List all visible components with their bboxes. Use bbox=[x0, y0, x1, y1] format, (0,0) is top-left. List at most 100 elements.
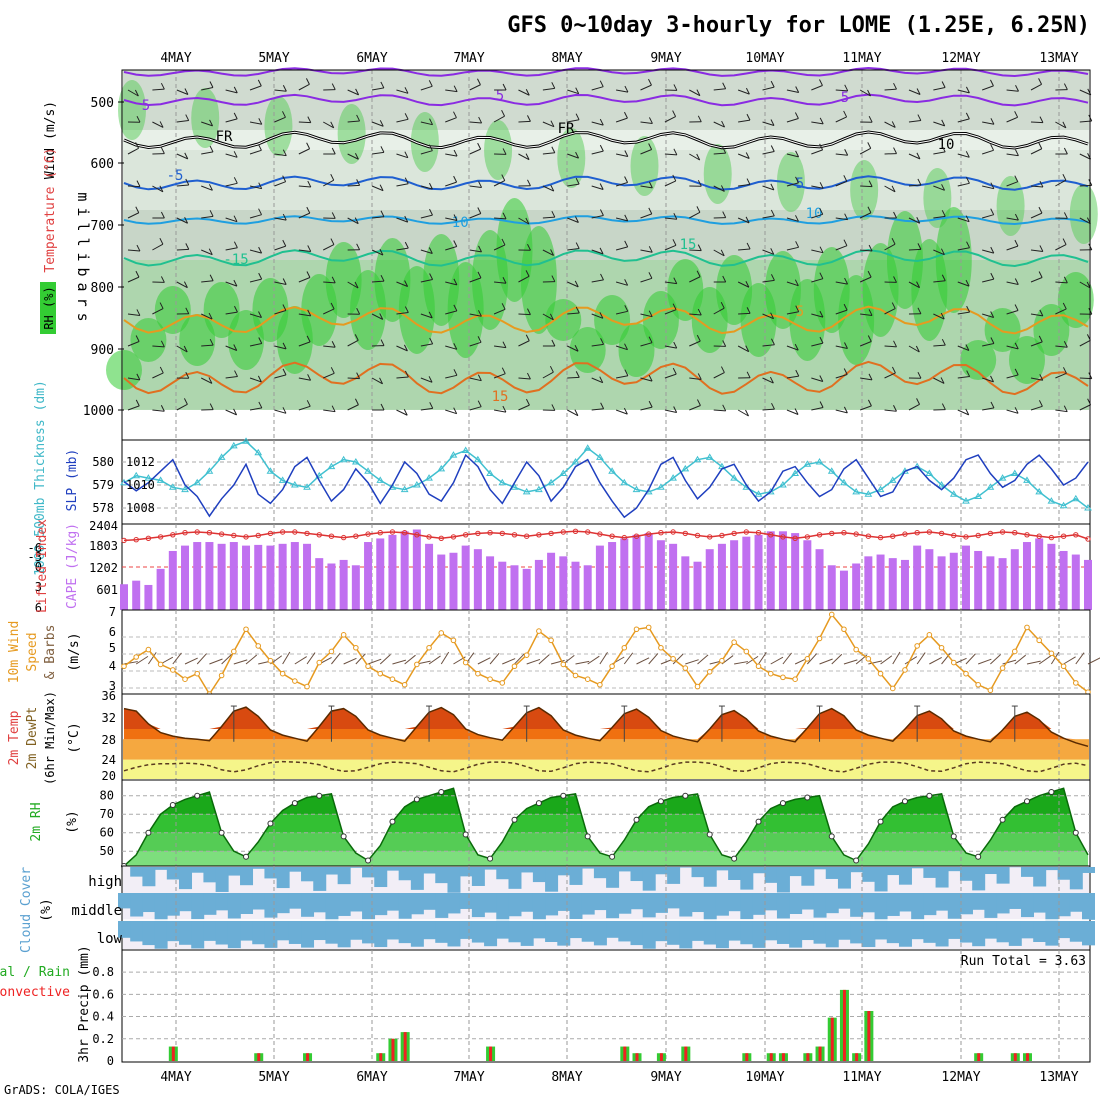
wind-barb bbox=[445, 374, 458, 379]
wind-barb-feather bbox=[917, 178, 922, 186]
wind-speed-point bbox=[914, 643, 920, 649]
rh-point bbox=[194, 792, 201, 799]
cloud-high-bar bbox=[179, 867, 193, 890]
wind-barb-feather bbox=[673, 406, 678, 413]
rh-cell bbox=[1069, 184, 1098, 244]
wind-barb-feather bbox=[941, 81, 946, 88]
wind-barb-feather bbox=[208, 312, 213, 320]
cape-bar bbox=[998, 558, 1007, 610]
li-tick-label: 3 bbox=[35, 580, 42, 594]
rh-point bbox=[584, 833, 591, 840]
wind-barb-feather bbox=[501, 238, 506, 246]
cloud-low-bar bbox=[764, 921, 778, 941]
wind10-barb bbox=[1075, 652, 1085, 665]
cloud-high-bar bbox=[386, 867, 400, 871]
precip-convective-bar bbox=[379, 1053, 383, 1061]
date-label-bottom: 8MAY bbox=[551, 1070, 582, 1085]
wind-barb bbox=[1006, 181, 1018, 187]
wind-barb bbox=[323, 372, 335, 379]
wind-barb bbox=[1006, 409, 1019, 414]
wind-barb-feather bbox=[745, 87, 750, 95]
wind10-barb bbox=[477, 657, 491, 665]
cloud-high-bar bbox=[630, 867, 644, 882]
wind-barb bbox=[908, 248, 921, 251]
li-point bbox=[707, 534, 713, 540]
cloud-middle-bar bbox=[423, 893, 437, 910]
wind-barb-feather bbox=[330, 121, 335, 129]
wind-tick-label: 7 bbox=[109, 605, 116, 619]
wind-barb-feather bbox=[574, 280, 579, 288]
wind-barb-feather bbox=[624, 85, 629, 93]
wind-barb bbox=[1079, 89, 1091, 96]
wind-barb-feather bbox=[354, 153, 359, 160]
wind-barb bbox=[664, 180, 676, 187]
wind-barb-feather bbox=[258, 208, 263, 215]
wind-barb bbox=[615, 246, 628, 251]
thickness-point bbox=[815, 458, 824, 465]
li-point bbox=[279, 529, 286, 535]
wind-barb-feather bbox=[428, 311, 433, 319]
temp-contour-15 bbox=[123, 360, 1089, 396]
wind-barb bbox=[786, 182, 799, 187]
wind-barb bbox=[615, 281, 628, 286]
wind-barb bbox=[322, 121, 334, 129]
wind-barb-feather bbox=[549, 365, 554, 373]
rh-point bbox=[1048, 789, 1055, 795]
wind-barb-feather bbox=[234, 305, 238, 313]
thickness-point bbox=[937, 481, 946, 488]
cloud-low-bar bbox=[606, 921, 620, 938]
cloud-low-bar bbox=[996, 921, 1010, 943]
cloud-low-bar bbox=[215, 921, 229, 945]
wind-barb-feather bbox=[136, 373, 141, 381]
wind-barb bbox=[469, 377, 482, 382]
wind-barb-feather bbox=[135, 142, 140, 149]
wind-speed-point bbox=[389, 676, 396, 683]
footer-credit: GrADS: COLA/IGES bbox=[4, 1083, 120, 1097]
wind-barb-feather bbox=[380, 146, 385, 153]
wind-barb-feather bbox=[258, 337, 263, 344]
wind-barb bbox=[1055, 409, 1068, 413]
rh-point bbox=[657, 798, 664, 805]
wind-barb bbox=[616, 375, 628, 379]
contour-label: 5 bbox=[142, 98, 150, 114]
li-point bbox=[328, 533, 335, 539]
wind-barb bbox=[152, 345, 165, 348]
wind-barb-feather bbox=[673, 277, 678, 284]
wind-barb bbox=[957, 89, 970, 94]
temp-label-b: 2m DewPt bbox=[25, 707, 40, 770]
wind-barb bbox=[396, 345, 408, 352]
wind10-barb bbox=[184, 657, 198, 665]
cloud-middle-bar bbox=[642, 893, 656, 918]
cloud-middle-bar bbox=[776, 893, 790, 919]
wind-barb-feather bbox=[672, 239, 677, 246]
wind-barb-feather bbox=[819, 208, 824, 215]
wind-barb bbox=[786, 409, 799, 415]
wind-barb bbox=[371, 121, 384, 127]
wind-barb-feather bbox=[526, 372, 531, 380]
wind-barb bbox=[762, 249, 774, 255]
wind-barb bbox=[152, 121, 164, 128]
wind10-barb bbox=[746, 655, 759, 665]
wind-barb bbox=[860, 377, 873, 381]
rh-point bbox=[1023, 798, 1030, 805]
wind-barb-feather bbox=[258, 182, 263, 189]
wind-barb bbox=[1055, 121, 1067, 129]
wind-barb bbox=[1030, 212, 1043, 219]
cloud-middle-bar bbox=[1057, 893, 1071, 917]
wind-barb-feather bbox=[819, 117, 824, 125]
wind-barb bbox=[982, 278, 994, 283]
wind-barb bbox=[591, 279, 604, 283]
cloud-low-bar bbox=[642, 921, 656, 949]
wind-barb-feather bbox=[867, 270, 872, 278]
cape-bar bbox=[229, 542, 238, 610]
li-point bbox=[951, 532, 957, 539]
li-point bbox=[145, 535, 152, 541]
li-point bbox=[633, 533, 640, 539]
thickness-point bbox=[327, 462, 336, 470]
wind-barb-feather bbox=[453, 407, 458, 414]
wind-barb-feather bbox=[746, 371, 751, 379]
wind-barb-feather bbox=[599, 183, 604, 190]
wind-barb-feather bbox=[721, 120, 726, 128]
wind-barb bbox=[1055, 179, 1067, 187]
